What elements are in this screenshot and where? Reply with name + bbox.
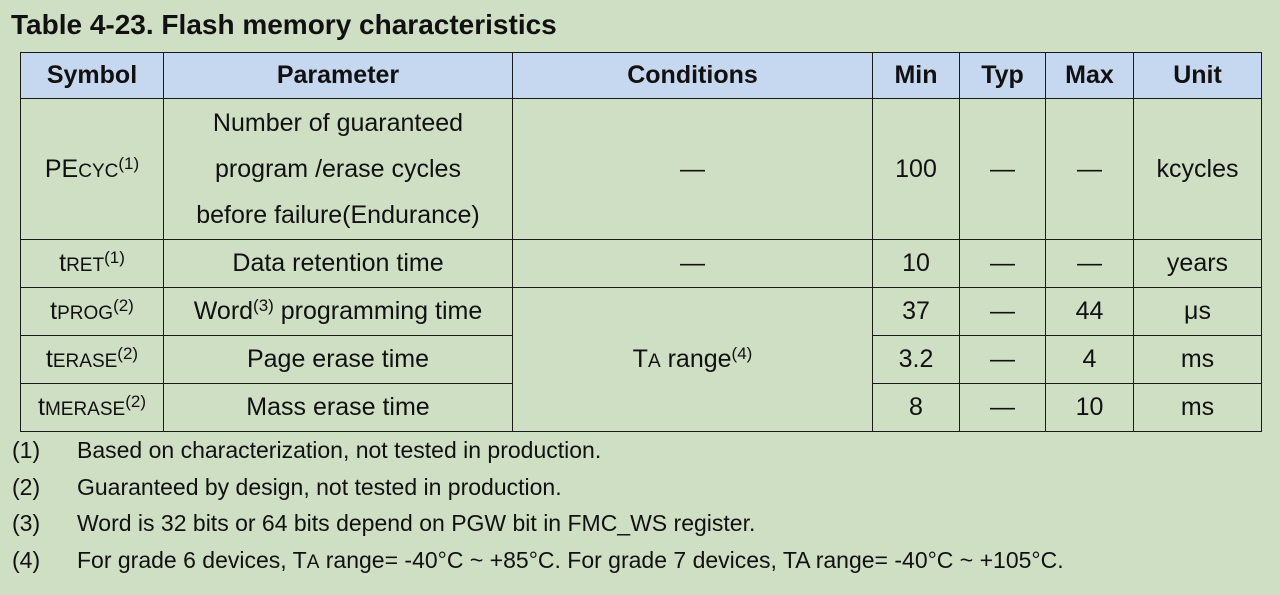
footnote: (1) Based on characterization, not teste…: [12, 432, 1064, 469]
unit-cell: years: [1133, 239, 1262, 288]
symbol-cell: tMERASE(2): [20, 383, 164, 432]
header-symbol: Symbol: [20, 52, 164, 99]
footnote-text-part: range= -40°C ~ +85°C. For grade 7 device…: [319, 546, 1064, 573]
table-row: tMERASE(2) Mass erase time 8 — 10 ms: [20, 383, 1262, 432]
min-cell: 3.2: [872, 335, 960, 384]
typ-cell: —: [959, 239, 1046, 288]
footnote-ref: (2): [125, 392, 146, 411]
min-cell: 37: [872, 287, 960, 336]
parameter-cell: Data retention time: [163, 239, 513, 288]
typ-cell: —: [959, 287, 1046, 336]
table-row: tRET(1) Data retention time — 10 — — yea…: [20, 239, 1262, 288]
table-title: Table 4-23. Flash memory characteristics: [11, 9, 557, 40]
footnote-text: Guaranteed by design, not tested in prod…: [77, 473, 562, 500]
max-cell: 10: [1045, 383, 1134, 432]
footnote-ref: (1): [104, 248, 125, 267]
symbol-cell: tERASE(2): [20, 335, 164, 384]
min-cell: 10: [872, 239, 960, 288]
min-cell: 100: [872, 98, 960, 240]
conditions-cell-shared: TA range(4): [512, 287, 873, 432]
symbol-main: t: [38, 393, 45, 421]
parameter-text: programming time: [273, 297, 483, 325]
unit-cell: ms: [1133, 383, 1262, 432]
typ-cell: —: [959, 383, 1046, 432]
header-typ: Typ: [959, 52, 1046, 99]
header-row: Symbol Parameter Conditions Min Typ Max …: [20, 52, 1262, 99]
symbol-subscript: PROG: [57, 303, 114, 324]
conditions-cell: —: [512, 239, 873, 288]
footnote: (3) Word is 32 bits or 64 bits depend on…: [12, 505, 1064, 542]
typ-cell: —: [959, 335, 1046, 384]
parameter-line: program /erase cycles: [215, 155, 461, 183]
footnote-text: For grade 6 devices, TA range= -40°C ~ +…: [77, 542, 1064, 579]
parameter-line: before failure(Endurance): [196, 201, 480, 229]
table-row: tPROG(2) Word(3) programming time TA ran…: [20, 287, 1262, 432]
condition-text: range: [660, 345, 732, 373]
footnotes: (1) Based on characterization, not teste…: [12, 432, 1064, 578]
header-max: Max: [1045, 52, 1134, 99]
footnote-ref: (2): [113, 296, 134, 315]
footnote: (4) For grade 6 devices, TA range= -40°C…: [12, 542, 1064, 579]
footnote-number: (4): [12, 546, 41, 573]
max-cell: —: [1045, 98, 1134, 240]
footnote-number: (1): [12, 437, 41, 463]
condition-subscript: A: [647, 351, 661, 372]
unit-cell: ms: [1133, 335, 1262, 384]
symbol-subscript: ERASE: [52, 351, 118, 372]
unit-cell: μs: [1133, 287, 1262, 336]
max-cell: —: [1045, 239, 1134, 288]
flash-characteristics-table: Symbol Parameter Conditions Min Typ Max …: [20, 52, 1262, 432]
footnote-ref: (4): [731, 344, 753, 363]
typ-cell: —: [959, 98, 1046, 240]
max-cell: 4: [1045, 335, 1134, 384]
table-row: tERASE(2) Page erase time 3.2 — 4 ms: [20, 335, 1262, 384]
table-row: PECYC(1) Number of guaranteed program /er…: [20, 98, 1262, 240]
header-parameter: Parameter: [163, 52, 513, 99]
symbol-subscript: RET: [66, 255, 105, 276]
header-conditions: Conditions: [512, 52, 873, 99]
parameter-cell: Mass erase time: [163, 383, 513, 432]
max-cell: 44: [1045, 287, 1134, 336]
symbol-cell: PECYC(1): [20, 98, 164, 240]
footnote-ref: (3): [253, 296, 274, 315]
header-min: Min: [872, 52, 960, 99]
footnote-ref: (1): [118, 153, 140, 173]
parameter-cell: Word(3) programming time: [163, 287, 513, 336]
footnote-number: (3): [12, 510, 41, 536]
symbol-main: t: [45, 345, 53, 373]
symbol-cell: tPROG(2): [20, 287, 164, 336]
symbol-subscript: MERASE: [44, 399, 126, 420]
symbol-cell: tRET(1): [20, 239, 164, 288]
footnote-text: Based on characterization, not tested in…: [77, 437, 602, 463]
footnote-text: Word is 32 bits or 64 bits depend on PGW…: [77, 510, 756, 536]
parameter-cell: Number of guaranteed program /erase cycle…: [163, 98, 513, 240]
header-unit: Unit: [1133, 52, 1262, 99]
symbol-main: PE: [44, 154, 79, 183]
footnote-ref: (2): [117, 344, 139, 363]
symbol-main: t: [59, 249, 67, 277]
conditions-cell: —: [512, 98, 873, 240]
footnote-subscript: A: [306, 551, 320, 573]
min-cell: 8: [872, 383, 960, 432]
footnote-number: (2): [12, 473, 41, 500]
symbol-main: t: [50, 297, 58, 325]
parameter-cell: Page erase time: [163, 335, 513, 384]
symbol-subscript: CYC: [78, 160, 119, 182]
footnote-text-part: For grade 6 devices, T: [77, 546, 307, 573]
condition-main: T: [632, 345, 648, 373]
footnote: (2) Guaranteed by design, not tested in …: [12, 469, 1064, 506]
parameter-line: Number of guaranteed: [212, 109, 464, 137]
parameter-text: Word: [193, 297, 254, 325]
unit-cell: kcycles: [1133, 98, 1262, 240]
